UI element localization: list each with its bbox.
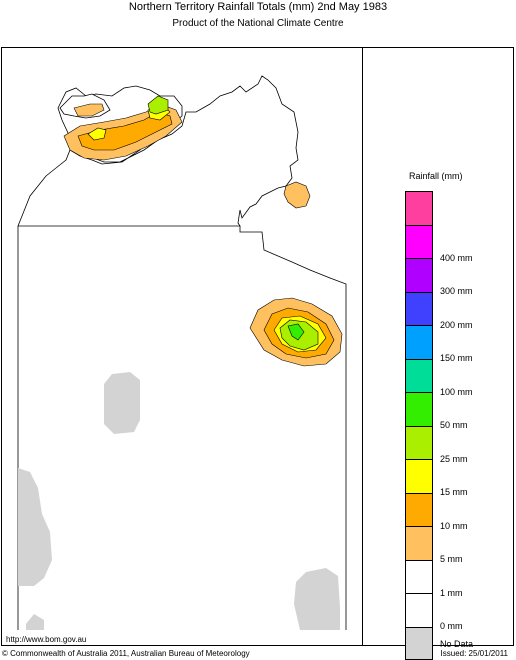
legend-label: 15 mm <box>440 487 468 497</box>
no-data-area-southeast <box>294 568 340 630</box>
legend-label: 5 mm <box>440 554 463 564</box>
legend-title: Rainfall (mm) <box>409 171 463 181</box>
legend-label: No Data <box>440 639 473 649</box>
legend-swatch <box>405 392 433 426</box>
legend-swatch <box>405 526 433 560</box>
no-data-area-central <box>104 372 140 434</box>
legend-swatch <box>405 593 433 627</box>
legend-swatch <box>405 325 433 359</box>
legend-swatches <box>405 191 434 660</box>
rainfall-map <box>2 48 362 645</box>
legend-label: 50 mm <box>440 420 468 430</box>
legend-label: 150 mm <box>440 353 473 363</box>
copyright-notice: © Commonwealth of Australia 2011, Austra… <box>2 649 250 658</box>
map-title: Northern Territory Rainfall Totals (mm) … <box>0 1 516 13</box>
legend-swatch <box>405 258 433 292</box>
legend-swatch <box>405 459 433 493</box>
legend-label: 300 mm <box>440 286 473 296</box>
source-url[interactable]: http://www.bom.gov.au <box>6 635 86 644</box>
legend-label: 400 mm <box>440 253 473 263</box>
legend-swatch <box>405 191 433 225</box>
issued-date: Issued: 25/01/2011 <box>441 649 508 658</box>
map-subtitle: Product of the National Climate Centre <box>0 18 516 29</box>
legend-swatch <box>405 426 433 460</box>
groote-island <box>284 182 310 208</box>
legend-swatch <box>405 560 433 594</box>
legend-label: 100 mm <box>440 387 473 397</box>
legend-label: 0 mm <box>440 621 463 631</box>
legend-swatch <box>405 225 433 259</box>
no-data-area-bottomleft <box>26 614 44 630</box>
legend-label: 25 mm <box>440 454 468 464</box>
legend-label: 200 mm <box>440 320 473 330</box>
legend-label: 10 mm <box>440 521 468 531</box>
frame-divider <box>362 47 363 646</box>
legend-swatch <box>405 359 433 393</box>
territory-border <box>18 226 346 630</box>
no-data-area-southwest <box>18 468 52 586</box>
legend-label: 1 mm <box>440 588 463 598</box>
legend-swatch <box>405 627 433 660</box>
legend-swatch <box>405 292 433 326</box>
legend-swatch <box>405 493 433 527</box>
